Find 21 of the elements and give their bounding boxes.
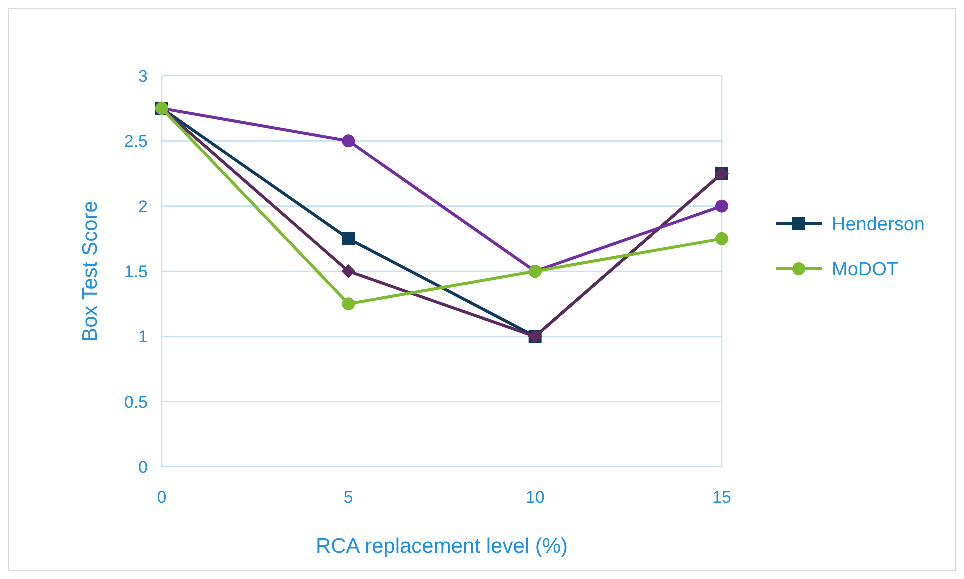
y-tick-label: 1.5 bbox=[124, 262, 148, 282]
legend-label: Henderson bbox=[832, 214, 925, 236]
x-axis-title: RCA replacement level (%) bbox=[316, 535, 568, 558]
legend-label: MoDOT bbox=[832, 260, 899, 281]
y-tick-label: 0.5 bbox=[124, 392, 148, 412]
point bbox=[716, 232, 728, 246]
y-tick-label: 2.5 bbox=[124, 132, 148, 152]
y-axis-title: Box Test Score bbox=[79, 201, 102, 342]
point bbox=[342, 298, 356, 311]
point bbox=[342, 264, 356, 278]
x-tick-label: 15 bbox=[712, 488, 732, 507]
x-tick-label: 0 bbox=[157, 488, 167, 507]
x-tick-label: 10 bbox=[526, 488, 545, 507]
x-tick-label: 5 bbox=[344, 488, 354, 507]
point bbox=[716, 200, 728, 213]
y-tick-label: 3 bbox=[138, 66, 148, 86]
y-tick-label: 1 bbox=[138, 328, 148, 347]
point bbox=[342, 232, 356, 246]
y-tick-label: 0 bbox=[138, 458, 148, 477]
y-tick-label: 2 bbox=[138, 197, 148, 216]
point bbox=[342, 134, 356, 148]
